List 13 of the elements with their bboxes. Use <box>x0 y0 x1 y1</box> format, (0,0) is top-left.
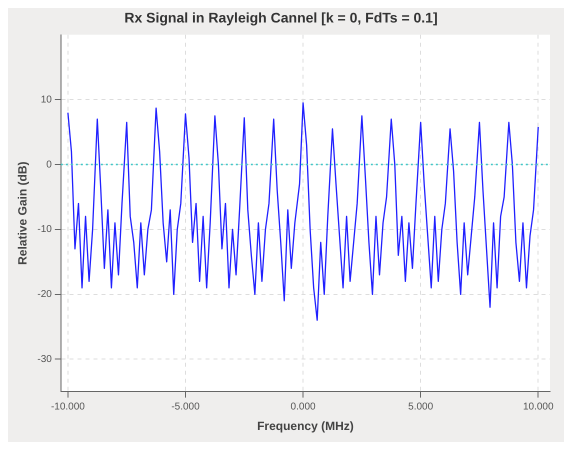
x-tick-label: 5.000 <box>408 401 434 412</box>
y-tick-label: -30 <box>37 354 52 365</box>
y-tick-label: 10 <box>40 94 52 106</box>
x-tick-label: -5.000 <box>171 401 200 412</box>
y-tick-label: -10 <box>37 224 52 236</box>
x-tick-label: 0.000 <box>290 401 316 412</box>
y-tick-label: -20 <box>37 289 52 300</box>
y-tick-label: 0 <box>46 159 52 170</box>
chart-title: Rx Signal in Rayleigh Cannel [k = 0, FdTs = 0.1] <box>124 9 438 26</box>
x-tick-label: 10.000 <box>522 401 554 412</box>
y-axis-title: Relative Gain (dB) <box>16 162 30 265</box>
x-tick-label: -10.000 <box>50 401 86 412</box>
x-axis-title: Frequency (MHz) <box>257 419 354 434</box>
